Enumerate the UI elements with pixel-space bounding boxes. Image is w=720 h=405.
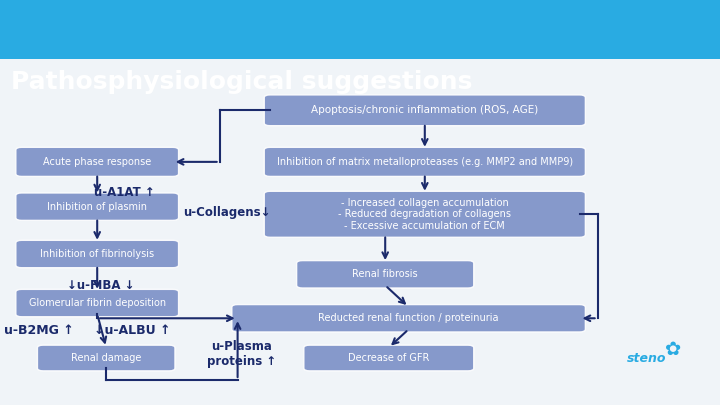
Text: Reducted renal function / proteinuria: Reducted renal function / proteinuria — [318, 313, 499, 323]
Text: u-A1AT ↑: u-A1AT ↑ — [94, 186, 154, 199]
Text: steno: steno — [626, 352, 666, 365]
FancyBboxPatch shape — [297, 260, 474, 288]
FancyBboxPatch shape — [264, 95, 585, 126]
Text: ↓u-FIBA ↓: ↓u-FIBA ↓ — [67, 279, 135, 292]
Text: ✿: ✿ — [665, 340, 681, 359]
Text: Inhibition of plasmin: Inhibition of plasmin — [48, 202, 147, 212]
Text: Glomerular fibrin deposition: Glomerular fibrin deposition — [29, 298, 166, 308]
FancyBboxPatch shape — [264, 147, 585, 177]
FancyBboxPatch shape — [232, 305, 585, 332]
Text: Decrease of GFR: Decrease of GFR — [348, 353, 430, 363]
Text: Acute phase response: Acute phase response — [43, 157, 151, 167]
Text: ↓u-ALBU ↑: ↓u-ALBU ↑ — [94, 324, 170, 337]
FancyBboxPatch shape — [16, 193, 179, 220]
Text: Renal damage: Renal damage — [71, 353, 141, 363]
FancyBboxPatch shape — [264, 191, 585, 237]
Text: Apoptosis/chronic inflammation (ROS, AGE): Apoptosis/chronic inflammation (ROS, AGE… — [311, 105, 539, 115]
FancyBboxPatch shape — [16, 289, 179, 317]
Text: u-B2MG ↑: u-B2MG ↑ — [4, 324, 73, 337]
Text: u-Collagens↓: u-Collagens↓ — [184, 206, 271, 219]
Text: Pathosphysiological suggestions: Pathosphysiological suggestions — [11, 70, 472, 94]
Text: Inhibition of matrix metalloproteases (e.g. MMP2 and MMP9): Inhibition of matrix metalloproteases (e… — [276, 157, 573, 167]
FancyBboxPatch shape — [16, 147, 179, 177]
Text: Renal fibrosis: Renal fibrosis — [352, 269, 418, 279]
Text: Inhibition of fibrinolysis: Inhibition of fibrinolysis — [40, 249, 154, 259]
FancyBboxPatch shape — [37, 345, 175, 371]
FancyBboxPatch shape — [16, 240, 179, 268]
FancyBboxPatch shape — [304, 345, 474, 371]
Text: u-Plasma
proteins ↑: u-Plasma proteins ↑ — [207, 340, 276, 368]
Text: - Increased collagen accumulation
- Reduced degradation of collagens
- Excessive: - Increased collagen accumulation - Redu… — [338, 198, 511, 231]
